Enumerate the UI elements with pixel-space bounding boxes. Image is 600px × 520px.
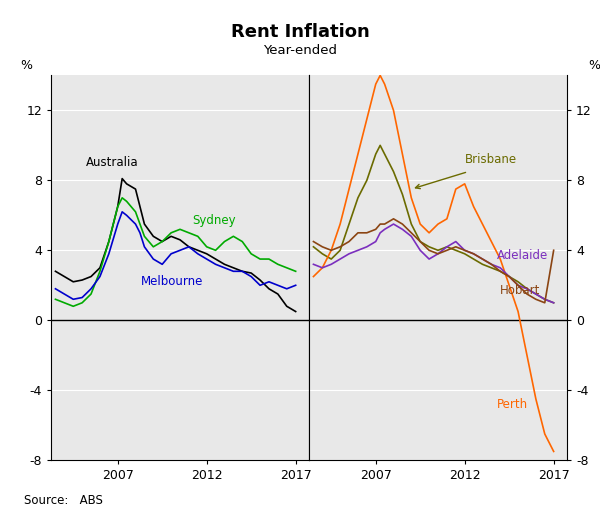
Text: Source:   ABS: Source: ABS (24, 494, 103, 507)
Text: Perth: Perth (497, 398, 528, 411)
Text: %: % (20, 59, 32, 72)
Text: Hobart: Hobart (500, 284, 541, 297)
Text: Rent Inflation: Rent Inflation (230, 23, 370, 42)
Text: Year-ended: Year-ended (263, 44, 337, 57)
Text: Adelaide: Adelaide (497, 249, 548, 262)
Text: Australia: Australia (86, 157, 139, 170)
Text: Melbourne: Melbourne (141, 275, 203, 288)
Text: Brisbane: Brisbane (464, 153, 517, 166)
Text: %: % (589, 59, 600, 72)
Text: Sydney: Sydney (193, 214, 236, 227)
